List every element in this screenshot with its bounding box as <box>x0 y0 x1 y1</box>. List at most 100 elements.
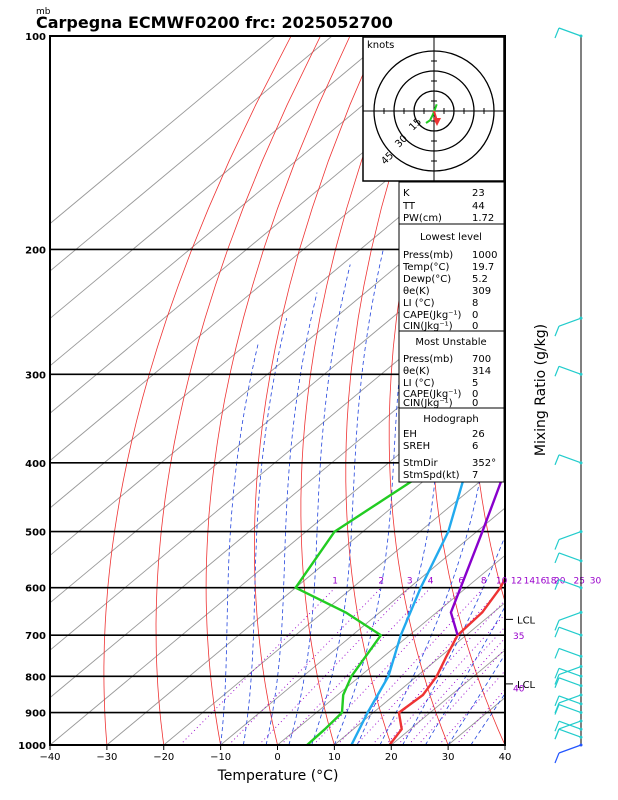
mixing-ratio-label: 1 <box>332 577 338 587</box>
mixing-ratio-label: 6 <box>458 577 464 587</box>
index-value: 8 <box>472 298 478 309</box>
index-value: 23 <box>472 188 485 199</box>
wind-barb-flag <box>554 539 560 550</box>
chart-title: Carpegna ECMWF0200 frc: 2025052700 <box>36 13 393 32</box>
index-label: CAPE(Jkg⁻¹) <box>403 389 461 400</box>
wind-barb-dot <box>579 693 583 697</box>
index-label: CIN(Jkg⁻¹) <box>403 321 453 332</box>
hodograph-ring-15 <box>413 90 455 132</box>
wind-barb-flag <box>554 674 560 685</box>
wind-barb-flag <box>554 648 560 659</box>
wind-barb-staff <box>558 703 582 714</box>
index-label: Temp(°C) <box>402 262 450 273</box>
index-label: CAPE(Jkg⁻¹) <box>403 310 461 321</box>
dry-adiabat-line <box>345 36 439 745</box>
dry-adiabat-line <box>587 36 618 745</box>
isotherm-line <box>50 175 505 557</box>
index-value: 5 <box>472 378 478 389</box>
plot-area <box>50 36 618 745</box>
isotherm-line <box>50 36 447 367</box>
wind-barb-dot <box>579 372 583 376</box>
index-label: TT <box>402 201 416 212</box>
lcl-label: LCL <box>517 615 536 626</box>
wind-barb-flag <box>554 695 560 707</box>
wind-barb-dot <box>579 735 583 739</box>
index-value: 0 <box>472 310 478 321</box>
mixing-ratio-label: 4 <box>428 577 434 587</box>
wind-barb-staff <box>558 665 582 676</box>
index-label: SREH <box>403 441 430 452</box>
mixing-ratio-edge-label: 40 <box>513 685 525 695</box>
wind-barb <box>554 695 583 707</box>
mixing-ratio-label: 18 <box>545 577 557 587</box>
dry-adiabat-line <box>550 36 618 745</box>
index-value: 314 <box>472 366 491 377</box>
wind-barb <box>554 530 583 550</box>
wind-barb-dot <box>579 743 583 747</box>
wind-barb-dot <box>579 34 583 38</box>
moist-adiabat-line <box>288 264 351 745</box>
hodograph: knots 15 30 45 <box>362 36 505 182</box>
index-value: 309 <box>472 286 491 297</box>
moist-adiabat-line <box>220 341 259 745</box>
wind-barb <box>554 552 583 564</box>
x-tick-label: −40 <box>39 752 60 763</box>
wind-barb-dot <box>579 665 583 669</box>
moist-adiabat-line <box>265 292 318 745</box>
index-label: LI (°C) <box>403 378 435 389</box>
wind-barb <box>554 579 583 590</box>
pressure-tick-label: 100 <box>25 32 46 43</box>
index-label: Press(mb) <box>403 354 453 365</box>
wind-barb <box>554 365 583 377</box>
wind-barb-staff <box>558 695 582 705</box>
pressure-tick-label: 400 <box>25 459 46 470</box>
wind-barb <box>554 610 583 631</box>
isotherm-line <box>50 317 505 699</box>
mixing-ratio-label: 8 <box>481 577 487 587</box>
temperature-profile-line <box>388 576 505 745</box>
mixing-ratio-label: 16 <box>535 577 547 587</box>
index-label: K <box>403 188 410 199</box>
index-label: PW(cm) <box>403 213 442 224</box>
wind-barb-dot <box>579 654 583 658</box>
index-value: 0 <box>472 398 478 409</box>
x-axis-label: Temperature (°C) <box>217 768 339 784</box>
dry-adiabat-line <box>205 36 351 745</box>
index-label: CIN(Jkg⁻¹) <box>403 398 453 409</box>
pressure-tick-label: 1000 <box>18 741 46 752</box>
wind-barb <box>554 647 583 659</box>
wind-barb-staff <box>558 317 582 327</box>
hodograph-ring-45 <box>373 50 495 172</box>
wind-barb-staff <box>558 720 582 730</box>
wind-barb-staff <box>558 552 582 562</box>
index-value: 19.7 <box>472 262 494 273</box>
hodograph-ring-30 <box>393 70 475 152</box>
moist-adiabat-line <box>243 318 288 745</box>
lcl-label: LCL <box>517 680 536 691</box>
wind-barb-staff <box>558 365 582 375</box>
x-tick-label: 30 <box>442 752 455 763</box>
isotherm-line <box>220 507 505 745</box>
wind-barb <box>554 667 583 679</box>
isotherm-line <box>163 460 505 745</box>
parcel-profile-line <box>449 467 505 636</box>
mixing-ratio-label: 25 <box>574 577 585 587</box>
wind-barb-flag <box>554 702 560 714</box>
mixing-ratio-label: 30 <box>590 577 602 587</box>
wind-barb-flag <box>554 626 560 638</box>
wind-barb <box>554 665 583 685</box>
wind-barb-staff <box>558 611 582 621</box>
wind-barb-dot <box>579 711 583 715</box>
dry-adiabat-line <box>103 36 292 745</box>
wind-barb-staff <box>558 647 582 657</box>
wind-barb <box>554 703 583 715</box>
wind-barb-staff <box>558 728 582 738</box>
wind-barb-staff <box>558 667 582 677</box>
isotherm-line <box>277 554 505 745</box>
mixing-ratio-axis-label: Mixing Ratio (g/kg) <box>533 324 549 456</box>
wind-barb-dot <box>579 530 583 534</box>
pressure-tick-label: 800 <box>25 672 46 683</box>
dry-adiabat-line <box>253 36 380 745</box>
wind-barb-flag <box>554 579 560 590</box>
hodograph-header: Hodograph <box>423 414 478 425</box>
